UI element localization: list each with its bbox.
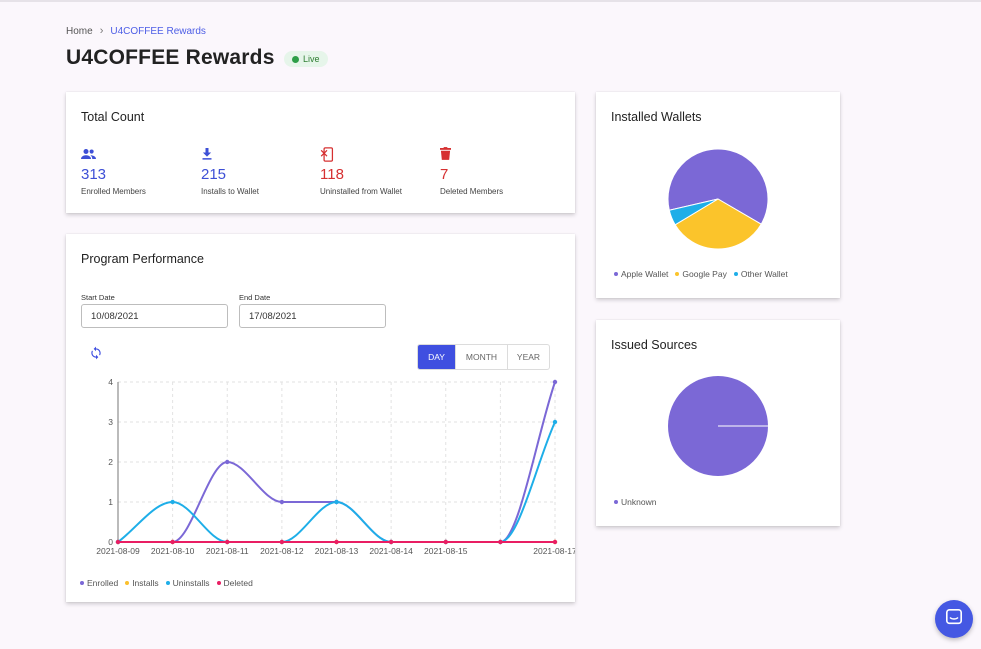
series-line-uninstalls (117, 421, 556, 543)
legend-item-uninstalls[interactable]: Uninstalls (165, 578, 210, 588)
x-tick-label: 2021-08-11 (206, 546, 249, 556)
data-point-enrolled (225, 459, 230, 465)
data-point-deleted (388, 539, 394, 545)
x-tick-label: 2021-08-09 (96, 546, 140, 556)
data-point-uninstalls (334, 499, 339, 505)
toggle-month-button[interactable]: MONTH (455, 345, 507, 369)
legend-label: Deleted (223, 578, 253, 588)
data-point-deleted (115, 539, 121, 545)
legend-item-deleted[interactable]: Deleted (216, 578, 253, 588)
data-point-deleted (225, 539, 230, 545)
start-date-field[interactable]: 10/08/2021 (81, 304, 228, 328)
y-tick-label: 1 (108, 497, 113, 507)
legend-label: Unknown (621, 497, 657, 507)
legend-label: Installs (132, 578, 159, 588)
card-title: Total Count (81, 110, 145, 124)
stat-uninstalled: 118 Uninstalled from Wallet (320, 147, 435, 196)
stat-label: Installs to Wallet (201, 187, 259, 196)
legend-label: Other Wallet (740, 269, 788, 279)
legend-label: Apple Wallet (621, 269, 669, 279)
download-icon (201, 147, 316, 161)
toggle-day-button[interactable]: DAY (418, 345, 455, 369)
top-divider (0, 0, 981, 2)
data-point-deleted (170, 539, 175, 545)
total-count-card: Total Count 313 Enrolled Members 215 Ins… (66, 92, 575, 213)
breadcrumb-current[interactable]: U4COFFEE Rewards (110, 25, 206, 37)
stat-value: 215 (201, 166, 227, 183)
page-title: U4COFFEE Rewards (66, 46, 275, 69)
issued-sources-card: Issued Sources Unknown (596, 320, 840, 526)
legend-item-other-wallet[interactable]: Other Wallet (733, 269, 788, 279)
x-tick-label: 2021-08-17 (533, 546, 575, 556)
toggle-year-button[interactable]: YEAR (507, 345, 549, 369)
y-tick-label: 0 (108, 537, 113, 547)
performance-line-chart: 0 1 2 3 4 2021-08-09 2021-08-10 2021-08-11 2021-… (96, 377, 575, 556)
line-chart-legend: Enrolled Installs Uninstalls Deleted (80, 578, 253, 588)
data-point-deleted (279, 539, 285, 545)
breadcrumb-home-link[interactable]: Home (66, 25, 93, 37)
pie-slice-other-wallet (668, 198, 719, 226)
card-title: Installed Wallets (611, 110, 702, 124)
data-point-deleted (552, 539, 558, 545)
data-point-enrolled (552, 379, 558, 385)
legend-label: Uninstalls (172, 578, 210, 588)
data-point-uninstalls (552, 419, 558, 425)
issued-sources-pie-chart (668, 376, 768, 476)
data-point-uninstalls (170, 499, 175, 505)
pie-slice-google-pay (674, 198, 762, 250)
group-icon (81, 147, 196, 161)
stat-value: 118 (320, 166, 344, 183)
data-point-deleted (443, 539, 448, 545)
stat-installs: 215 Installs to Wallet (201, 147, 316, 196)
stat-enrolled-members: 313 Enrolled Members (81, 147, 196, 196)
breadcrumb: Home › U4COFFEE Rewards (66, 25, 206, 37)
data-point-deleted (498, 539, 503, 545)
x-tick-label: 2021-08-15 (424, 546, 468, 556)
legend-item-enrolled[interactable]: Enrolled (80, 578, 118, 588)
installed-wallets-pie-chart (667, 148, 769, 250)
x-tick-label: 2021-08-13 (315, 546, 359, 556)
period-toggle-group: DAY MONTH YEAR (417, 344, 550, 370)
status-badge: Live (284, 51, 328, 67)
status-badge-label: Live (303, 54, 320, 64)
x-tick-label: 2021-08-14 (369, 546, 413, 556)
start-date-label: Start Date (81, 293, 115, 302)
installed-wallets-card: Installed Wallets Apple Wallet Google Pa… (596, 92, 840, 298)
program-performance-card: Program Performance Start Date 10/08/202… (66, 234, 575, 602)
legend-label: Enrolled (87, 578, 119, 588)
chevron-right-icon: › (99, 25, 104, 37)
sources-pie-legend: Unknown (614, 497, 656, 507)
y-tick-label: 2 (108, 457, 113, 467)
x-tick-label: 2021-08-12 (260, 546, 304, 556)
stat-deleted: 7 Deleted Members (440, 147, 555, 196)
stat-label: Deleted Members (440, 187, 504, 196)
card-title: Issued Sources (611, 338, 698, 352)
stat-label: Uninstalled from Wallet (320, 187, 402, 196)
legend-item-google-pay[interactable]: Google Pay (675, 269, 727, 279)
end-date-label: End Date (239, 293, 271, 302)
trash-icon (440, 147, 555, 161)
y-tick-label: 4 (108, 377, 113, 387)
chat-launcher-button[interactable] (935, 600, 973, 638)
card-title: Program Performance (81, 252, 204, 266)
legend-label: Google Pay (682, 269, 727, 279)
x-tick-label: 2021-08-10 (151, 546, 195, 556)
stat-value: 313 (81, 166, 107, 183)
pie-slice-apple-wallet (667, 148, 769, 225)
refresh-icon[interactable] (89, 346, 103, 365)
legend-item-installs[interactable]: Installs (125, 578, 159, 588)
legend-item-apple-wallet[interactable]: Apple Wallet (614, 269, 668, 279)
wallet-pie-legend: Apple Wallet Google Pay Other Wallet (614, 269, 788, 279)
end-date-field[interactable]: 17/08/2021 (239, 304, 386, 328)
data-point-enrolled (279, 499, 285, 505)
data-point-deleted (334, 539, 339, 545)
stat-value: 7 (440, 166, 449, 183)
y-tick-label: 3 (108, 417, 113, 427)
chat-icon (945, 608, 963, 631)
phonelink-erase-icon (320, 147, 435, 162)
stat-label: Enrolled Members (81, 187, 146, 196)
status-dot-icon (292, 55, 299, 63)
legend-item-unknown[interactable]: Unknown (614, 497, 656, 507)
